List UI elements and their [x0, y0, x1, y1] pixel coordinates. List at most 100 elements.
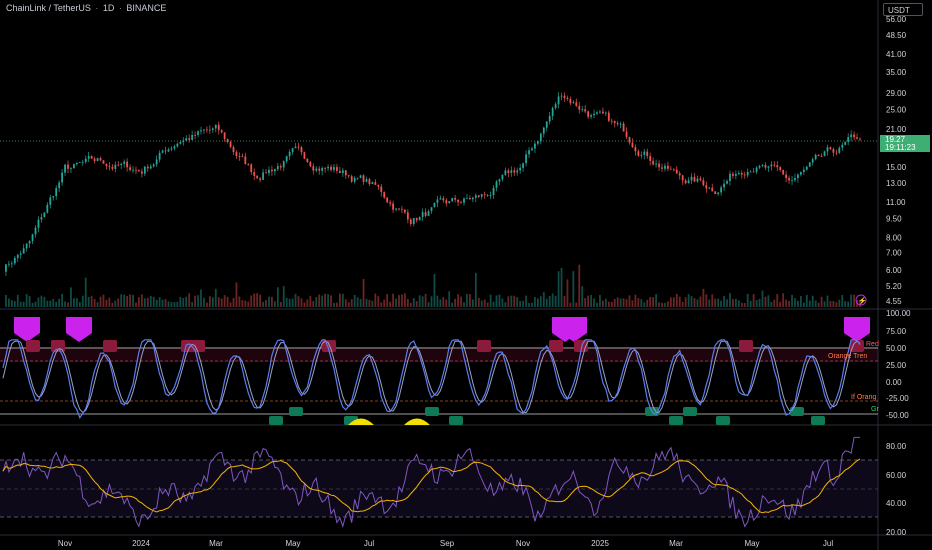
candle-body [356, 177, 359, 179]
volume-bar [826, 295, 829, 307]
green-signal-marker[interactable] [811, 416, 825, 425]
rsi-axis-ticks[interactable]: 80.00 60.00 40.00 20.00 [886, 442, 907, 537]
yellow-signal-marker[interactable] [404, 418, 430, 426]
red-signal-marker[interactable] [477, 340, 491, 352]
candle-body [619, 123, 622, 125]
candle-body [338, 170, 341, 174]
candle-body [58, 182, 61, 189]
time-axis[interactable]: Nov 2024 Mar May Jul Sep Nov 2025 Mar May Jul [58, 539, 833, 548]
volume-bar [194, 295, 196, 307]
candle-body [61, 172, 64, 183]
candle-body [613, 121, 616, 124]
candle-body [84, 158, 87, 162]
volume-bar [723, 295, 725, 307]
volume-bar [114, 300, 117, 307]
green-signal-marker[interactable] [289, 407, 303, 416]
symbol-title[interactable]: ChainLink / TetherUS · 1D · BINANCE [6, 3, 167, 13]
candle-body [297, 146, 300, 148]
candle-body [737, 173, 740, 175]
volume-bar [84, 277, 87, 307]
candle-body [536, 141, 539, 144]
volume-bar [75, 298, 78, 307]
candle-body [743, 174, 746, 176]
purple-signal-marker[interactable] [14, 317, 40, 342]
green-signal-marker[interactable] [449, 416, 463, 425]
candle-body [336, 167, 338, 171]
candle-body [560, 95, 563, 97]
red-signal-marker[interactable] [739, 340, 753, 352]
purple-signal-marker[interactable] [561, 317, 587, 342]
candle-body [566, 97, 569, 99]
candle-body [610, 120, 613, 122]
volume-bar [250, 295, 253, 307]
green-signal-marker[interactable] [669, 416, 683, 425]
purple-signal-marker[interactable] [66, 317, 92, 342]
red-signal-marker[interactable] [191, 340, 205, 352]
candle-body [599, 111, 601, 113]
volume-bar [681, 301, 684, 307]
price-tick-label: 11.00 [886, 198, 906, 207]
green-signal-marker[interactable] [425, 407, 439, 416]
purple-signal-marker[interactable] [844, 317, 870, 342]
volume-bar [265, 300, 267, 307]
volume-bar [732, 299, 734, 307]
green-signal-marker[interactable] [790, 407, 804, 416]
volume-bar [726, 299, 728, 307]
volume-bar [341, 293, 344, 307]
volume-bar [513, 295, 516, 307]
red-signal-marker[interactable] [322, 340, 336, 352]
red-signal-marker[interactable] [26, 340, 40, 352]
candle-body [123, 161, 126, 164]
candle-body [672, 169, 675, 171]
red-signal-marker[interactable] [103, 340, 117, 352]
candle-body [732, 173, 734, 176]
lightning-icon[interactable] [855, 294, 867, 306]
candle-body [483, 194, 486, 196]
rsi-tick-label: 60.00 [886, 471, 907, 480]
volume-bar [702, 288, 705, 307]
candle-body [276, 166, 279, 170]
volume-bar [398, 295, 400, 307]
green-signal-marker[interactable] [683, 407, 697, 416]
candle-body [37, 219, 40, 228]
candle-body [779, 167, 782, 170]
symbol-name[interactable]: ChainLink / TetherUS [6, 3, 91, 13]
volume-bar [607, 301, 610, 307]
candle-body [439, 198, 442, 200]
yellow-signal-marker[interactable] [348, 418, 374, 426]
volume-bar [208, 296, 211, 307]
volume-bar [200, 289, 202, 307]
volume-bar [356, 297, 359, 307]
candle-body [344, 170, 347, 176]
candle-body [551, 108, 554, 116]
volume-bar [129, 294, 131, 307]
price-axis-ticks[interactable]: 56.00 48.50 41.00 35.00 29.00 25.00 21.00 15.00… [886, 15, 907, 306]
green-signal-marker[interactable] [716, 416, 730, 425]
green-signal-marker[interactable] [269, 416, 283, 425]
candle-body [575, 102, 578, 106]
volume-bar [377, 296, 380, 307]
candle-body [173, 146, 176, 149]
volume-bar [661, 302, 663, 307]
volume-bar [785, 299, 788, 307]
candle-body [554, 104, 557, 109]
volume-bar [469, 294, 471, 307]
volume-bar [90, 295, 93, 307]
volume-bar [454, 298, 457, 307]
candle-body [111, 166, 114, 169]
candle-body [49, 197, 52, 205]
currency-selector[interactable]: USDT [883, 3, 923, 16]
volume-bar [368, 299, 371, 307]
volume-bar [81, 295, 84, 307]
volume-bar [782, 293, 785, 307]
red-signal-marker[interactable] [850, 340, 864, 352]
interval-label[interactable]: 1D [102, 3, 115, 13]
volume-bar [507, 296, 510, 307]
volume-bar [675, 293, 678, 307]
candle-body [628, 137, 631, 143]
volume-bar [448, 291, 451, 307]
volume-bar [353, 294, 356, 307]
red-signal-marker[interactable] [549, 340, 563, 352]
oscillator-axis-ticks[interactable]: 100.00 75.00 50.00 25.00 0.00 -25.00 -50.00 [886, 309, 911, 420]
